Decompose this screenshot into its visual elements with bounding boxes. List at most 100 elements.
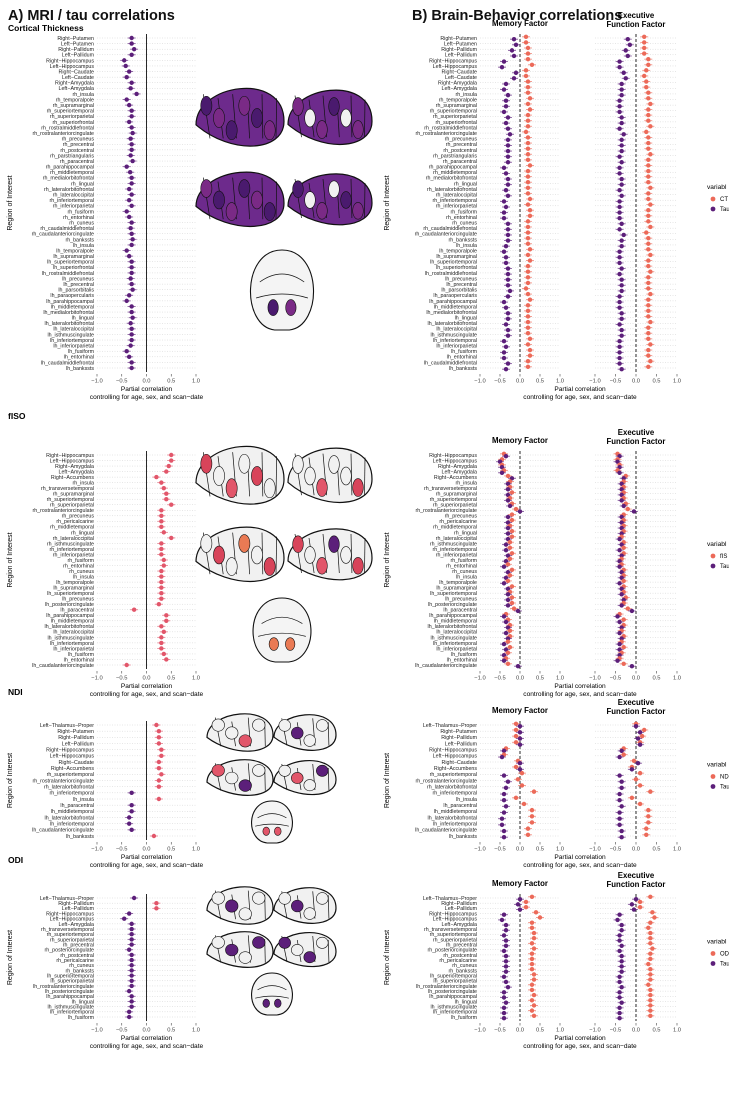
mem-measure-point [507, 573, 513, 578]
region-label: lh_isthmuscingulate [430, 1005, 477, 1011]
region-label: lh_middletemporal [434, 304, 477, 310]
mem-tau-point [517, 509, 523, 514]
brain-odi-coronal [251, 972, 293, 1016]
mem-measure-point [509, 567, 515, 573]
region-label: rh_lateraloccipital [436, 193, 477, 199]
coronal-region [267, 299, 279, 316]
exec-tau-point [619, 148, 624, 154]
brain-region [304, 466, 316, 486]
brain-ct-lateral-right [195, 171, 285, 227]
region-label: Right−Hippocampus [46, 911, 94, 917]
mem-tau-point [503, 171, 509, 176]
exec-tau-point [629, 902, 635, 907]
region-label: rh_precentral [446, 942, 477, 948]
brain-region [291, 726, 304, 740]
mri-tau-point [129, 332, 134, 337]
exec-measure-point [648, 935, 653, 941]
brain-region [316, 557, 328, 575]
brain-sulcus [364, 182, 366, 219]
brain-region [352, 120, 364, 139]
region-label: rh_pericalcarine [56, 519, 94, 525]
x-tick-label: 0.5 [652, 379, 660, 385]
exec-tau-point [617, 948, 622, 954]
brain-ct-medial-left [287, 173, 373, 226]
exec-tau-point [617, 465, 622, 470]
mri-tau-point [156, 778, 162, 783]
mem-tau-point [501, 912, 507, 917]
mem-measure-point [507, 545, 513, 550]
legend-key-tau [710, 961, 716, 966]
region-label: rh_postcentral [443, 953, 477, 959]
region-label: Right−Pallidum [58, 901, 94, 907]
mem-measure-point [527, 107, 533, 112]
mem-tau-point [501, 652, 507, 658]
brain-region [303, 779, 316, 792]
region-label: lh_lateraloccipital [53, 630, 94, 636]
region-label: rh_entorhinal [446, 563, 477, 569]
region-label: Right−Caudate [442, 69, 478, 75]
mri-tau-point [161, 557, 167, 563]
brain-ct-lateral-left [195, 87, 285, 147]
region-label: rh_temporalpole [439, 97, 477, 103]
region-label: rh_superiorparietal [433, 114, 477, 120]
exec-tau-point [617, 227, 622, 232]
legend-title: variabl [707, 939, 727, 946]
mri-tau-point [129, 963, 134, 968]
x-axis-label: Partial correlation [121, 1035, 173, 1042]
exec-measure-point [648, 920, 653, 925]
region-label: lh_fusiform [451, 652, 477, 658]
facet-title-exec: Function Factor [607, 437, 666, 446]
brain-region [292, 180, 304, 198]
mri-tau-point [129, 337, 134, 343]
x-tick-label: 1.0 [673, 1028, 681, 1034]
x-tick-label: 0.0 [516, 379, 524, 385]
mem-measure-point [513, 727, 519, 733]
region-label: Right−Putamen [57, 729, 94, 735]
mem-measure-point [525, 157, 531, 163]
exec-tau-point [617, 350, 622, 355]
mem-tau-point [505, 984, 511, 990]
mri-tau-point [164, 469, 169, 474]
mri-tau-point [129, 937, 134, 942]
mri-tau-point [159, 519, 164, 524]
exec-measure-point [621, 645, 626, 650]
region-label: lh_isthmuscingulate [47, 332, 94, 338]
region-label: rh_postcentral [60, 953, 94, 959]
region-label: rh_cuneus [69, 220, 94, 226]
mri-tau-point [159, 772, 164, 777]
x-tick-label: 0.0 [516, 676, 524, 682]
mem-measure-point [507, 628, 513, 633]
region-label: lh_lateraloccipital [436, 630, 477, 636]
mri-tau-point [156, 796, 162, 802]
mem-measure-point [525, 191, 531, 196]
mem-measure-point [525, 124, 531, 129]
brain-region [238, 453, 251, 474]
region-label: lh_posteriorcingulate [428, 989, 477, 995]
region-label: lh_lateraloccipital [53, 327, 94, 333]
mem-measure-point [515, 777, 521, 782]
region-label: rh_superiorfrontal [52, 120, 94, 126]
coronal-sulcus [255, 293, 309, 299]
mri-tau-point [126, 1009, 132, 1015]
mem-measure-point [531, 789, 537, 794]
mem-tau-point [517, 724, 523, 729]
x-tick-label: −1.0 [589, 379, 600, 385]
legend-key-measure [710, 774, 716, 779]
mri-tau-point [159, 585, 164, 590]
exec-tau-point [619, 828, 624, 834]
mem-tau-point [499, 64, 505, 70]
exec-tau-point [631, 907, 637, 912]
region-label: Left−Amygdala [442, 922, 478, 928]
region-label: lh_lateralorbitofrontal [428, 321, 477, 327]
mem-tau-point [501, 215, 507, 221]
region-label: lh_fusiform [68, 349, 94, 355]
region-label: rh_lateralorbitofrontal [427, 187, 477, 193]
mri-tau-point [129, 265, 134, 270]
mem-tau-point [501, 995, 507, 1000]
x-tick-label: −0.5 [116, 847, 127, 853]
brain-ndi-lateral-right [206, 759, 274, 796]
exec-measure-point [650, 946, 655, 951]
mem-measure-point [527, 96, 533, 101]
mri-tau-point [159, 480, 164, 485]
x-tick-label: 0.0 [632, 379, 640, 385]
